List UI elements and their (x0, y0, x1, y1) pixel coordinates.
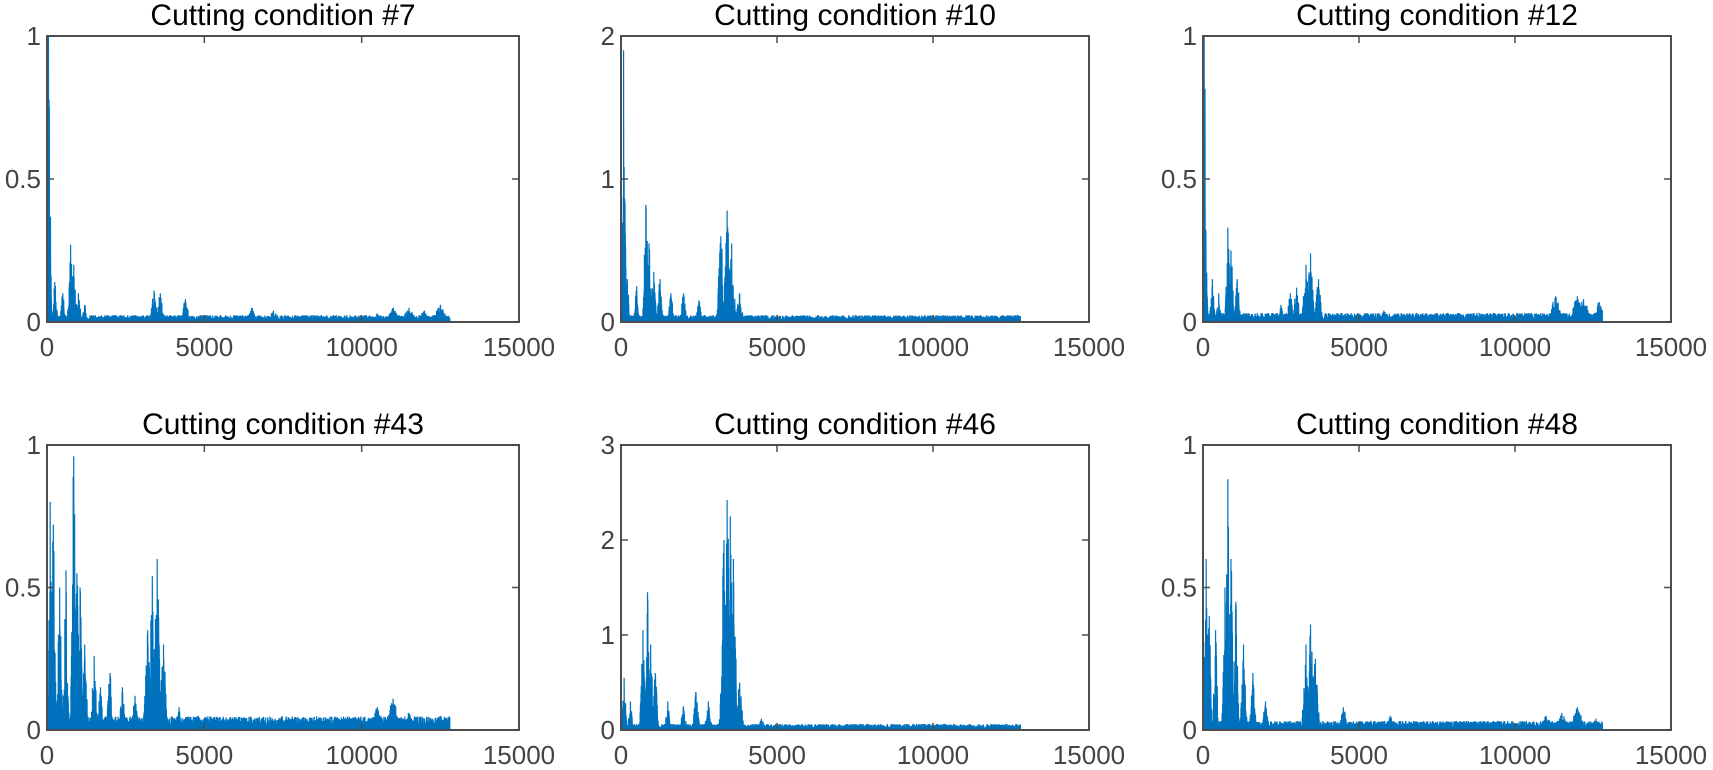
x-tick-label: 15000 (1053, 332, 1125, 362)
axes-frame (620, 444, 1090, 731)
x-tick-label: 10000 (326, 332, 398, 362)
x-tick-label: 5000 (1330, 332, 1388, 362)
subplot-title: Cutting condition #12 (1296, 0, 1578, 32)
y-tick-label: 0.5 (5, 573, 41, 603)
plot-area (1202, 444, 1672, 731)
spectrum-line (46, 456, 451, 731)
y-tick-label: 1 (27, 430, 41, 460)
x-tick-label: 5000 (175, 740, 233, 770)
x-tick-label: 10000 (1479, 740, 1551, 770)
x-tick-label: 10000 (1479, 332, 1551, 362)
subplot-5: 0 5000 10000 15000 0 1 2 3 Cutting condition #46 (601, 408, 1126, 770)
x-tick-label: 10000 (897, 740, 969, 770)
subplot-2: 0 5000 10000 15000 0 1 2 Cutting condition #10 (601, 0, 1126, 362)
subplot-title: Cutting condition #48 (1296, 408, 1578, 441)
x-tick-label: 5000 (1330, 740, 1388, 770)
x-tick-label: 15000 (1053, 740, 1125, 770)
subplot-6: 0 5000 10000 15000 0 0.5 1 Cutting condition #4… (1161, 408, 1707, 770)
x-tick-label: 15000 (483, 740, 555, 770)
y-tick-label: 0 (1183, 307, 1197, 337)
x-tick-label: 0 (1196, 332, 1210, 362)
x-tick-label: 5000 (748, 740, 806, 770)
plot-area (46, 444, 520, 731)
x-tick-label: 5000 (175, 332, 233, 362)
x-tick-label: 0 (1196, 740, 1210, 770)
subplot-4: 0 5000 10000 15000 0 0.5 1 Cutting condition #4… (5, 408, 555, 770)
x-tick-label: 5000 (748, 332, 806, 362)
subplot-1: 0 5000 10000 15000 0 0.5 1 Cutting condition #7 (5, 0, 555, 362)
y-tick-label: 1 (601, 620, 615, 650)
subplot-title: Cutting condition #46 (714, 408, 996, 441)
y-tick-label: 1 (601, 164, 615, 194)
y-tick-label: 1 (1183, 21, 1197, 51)
plot-area (1202, 35, 1672, 323)
x-tick-label: 15000 (483, 332, 555, 362)
y-tick-label: 2 (601, 525, 615, 555)
y-tick-label: 3 (601, 430, 615, 460)
y-tick-label: 0 (27, 307, 41, 337)
subplot-title: Cutting condition #10 (714, 0, 996, 32)
y-tick-label: 0 (601, 715, 615, 745)
x-tick-label: 0 (614, 740, 628, 770)
subplot-title: Cutting condition #43 (142, 408, 424, 441)
subplot-title: Cutting condition #7 (150, 0, 415, 32)
y-tick-label: 0.5 (5, 164, 41, 194)
y-tick-label: 0.5 (1161, 164, 1197, 194)
subplot-3: 0 5000 10000 15000 0 0.5 1 Cutting condition #1… (1161, 0, 1707, 362)
x-tick-label: 15000 (1635, 332, 1707, 362)
y-tick-label: 0 (601, 307, 615, 337)
y-tick-label: 2 (601, 21, 615, 51)
x-tick-label: 15000 (1635, 740, 1707, 770)
y-tick-label: 1 (27, 21, 41, 51)
x-tick-label: 0 (40, 740, 54, 770)
x-tick-label: 0 (614, 332, 628, 362)
x-tick-label: 10000 (897, 332, 969, 362)
plot-area (46, 35, 520, 323)
y-tick-label: 0 (1183, 715, 1197, 745)
y-tick-label: 0.5 (1161, 573, 1197, 603)
y-tick-label: 0 (27, 715, 41, 745)
y-tick-label: 1 (1183, 430, 1197, 460)
spectrum-line (620, 50, 1021, 323)
x-tick-label: 10000 (326, 740, 398, 770)
plot-area (620, 444, 1090, 731)
plot-area (620, 35, 1090, 323)
x-tick-label: 0 (40, 332, 54, 362)
